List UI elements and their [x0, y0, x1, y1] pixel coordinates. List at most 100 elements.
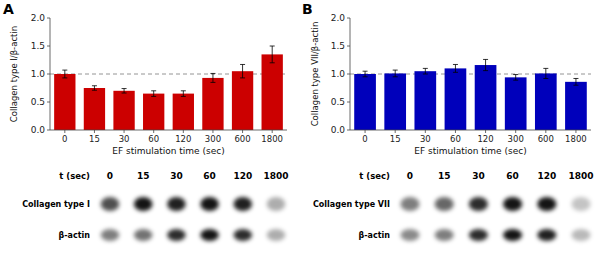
x-tick — [425, 130, 426, 133]
blot-band — [267, 197, 286, 211]
blot-band — [400, 229, 419, 241]
time-label: 15 — [438, 171, 451, 181]
y-tick — [347, 18, 350, 19]
time-header: t (sec) — [59, 171, 90, 181]
x-tick-label: 600 — [234, 134, 250, 144]
y-tick — [47, 74, 50, 75]
bar — [84, 88, 105, 130]
time-label: 1800 — [568, 171, 593, 181]
row-label: Collagen type I — [22, 200, 90, 209]
x-tick — [94, 130, 95, 133]
bar — [232, 71, 253, 130]
error-bar — [122, 89, 127, 93]
y-tick — [347, 46, 350, 47]
time-label: 120 — [537, 171, 556, 181]
y-tick-label: 0.5 — [31, 97, 45, 107]
blot-band — [435, 229, 454, 241]
x-axis-label: EF stimulation time (sec) — [414, 146, 526, 156]
blot-band — [101, 197, 120, 211]
blot-panel: t (sec)01530601201800Collagen type Iβ-ac… — [22, 171, 288, 241]
time-header: t (sec) — [359, 171, 390, 181]
bar — [143, 94, 164, 130]
panel-label: B — [302, 1, 313, 17]
y-tick — [47, 102, 50, 103]
y-tick-label: 2.0 — [31, 13, 46, 23]
x-tick — [64, 130, 65, 133]
time-label: 30 — [472, 171, 485, 181]
bar — [173, 94, 194, 130]
time-label: 120 — [233, 171, 252, 181]
bar — [565, 82, 587, 130]
figure: 0.00.51.01.52.001530601203006001800EF st… — [0, 0, 599, 258]
error-bar — [483, 59, 488, 70]
error-bar — [62, 70, 67, 78]
x-tick-label: 15 — [390, 134, 401, 144]
error-bar — [453, 64, 458, 72]
y-tick — [47, 130, 50, 131]
error-bar — [363, 71, 368, 77]
y-tick-label: 0.0 — [331, 125, 346, 135]
row-label: β-actin — [359, 231, 391, 240]
blot-band — [503, 229, 522, 241]
error-bar — [393, 70, 398, 77]
x-tick — [545, 130, 546, 133]
error-bar — [151, 91, 156, 97]
x-tick-label: 120 — [477, 134, 493, 144]
error-bar — [513, 75, 518, 81]
x-tick-label: 0 — [62, 134, 67, 144]
blot-band — [571, 197, 590, 211]
bar — [445, 68, 467, 130]
y-tick-label: 1.5 — [331, 41, 345, 51]
x-tick — [455, 130, 456, 133]
error-bar — [543, 68, 548, 78]
blot-band — [469, 229, 488, 241]
y-axis — [350, 18, 351, 130]
blot-band — [503, 197, 522, 211]
x-tick — [395, 130, 396, 133]
bar — [535, 73, 557, 130]
blot-band — [234, 229, 253, 241]
x-tick-label: 300 — [508, 134, 524, 144]
x-tick — [515, 130, 516, 133]
blot-band — [234, 197, 253, 211]
blot-band — [134, 197, 153, 211]
error-bar — [423, 68, 428, 74]
y-axis-label: Collagen type VII/β-actin — [310, 22, 320, 127]
blot-band — [537, 197, 556, 211]
x-tick — [153, 130, 154, 133]
blot-band — [400, 197, 419, 211]
x-tick — [212, 130, 213, 133]
blot-band — [167, 229, 186, 241]
x-tick — [183, 130, 184, 133]
time-label: 60 — [203, 171, 216, 181]
x-axis — [350, 130, 591, 131]
time-label: 0 — [407, 171, 413, 181]
y-axis-label: Collagen type I/β-actin — [9, 26, 19, 122]
bar — [384, 73, 406, 130]
blot-band — [200, 229, 219, 241]
blot-band — [435, 197, 454, 211]
error-bar — [270, 46, 275, 63]
x-tick — [575, 130, 576, 133]
plot-area — [50, 46, 287, 130]
bar — [113, 91, 134, 130]
bar-panel: 0.00.51.01.52.001530601203006001800EF st… — [3, 1, 287, 156]
time-label: 30 — [170, 171, 183, 181]
bar — [262, 54, 283, 130]
x-tick-label: 120 — [175, 134, 191, 144]
y-tick — [347, 102, 350, 103]
blot-band — [134, 229, 153, 241]
blot-band — [101, 229, 120, 241]
y-tick-label: 1.5 — [31, 41, 45, 51]
plot-area — [350, 59, 591, 130]
x-tick-label: 60 — [450, 134, 461, 144]
x-tick-label: 1800 — [261, 134, 283, 144]
x-tick-label: 30 — [420, 134, 431, 144]
bar — [354, 74, 376, 130]
time-label: 1800 — [263, 171, 288, 181]
blot-band — [469, 197, 488, 211]
y-axis — [50, 18, 51, 130]
y-tick-label: 1.0 — [31, 69, 46, 79]
row-label: β-actin — [59, 231, 91, 240]
x-tick-label: 60 — [148, 134, 159, 144]
